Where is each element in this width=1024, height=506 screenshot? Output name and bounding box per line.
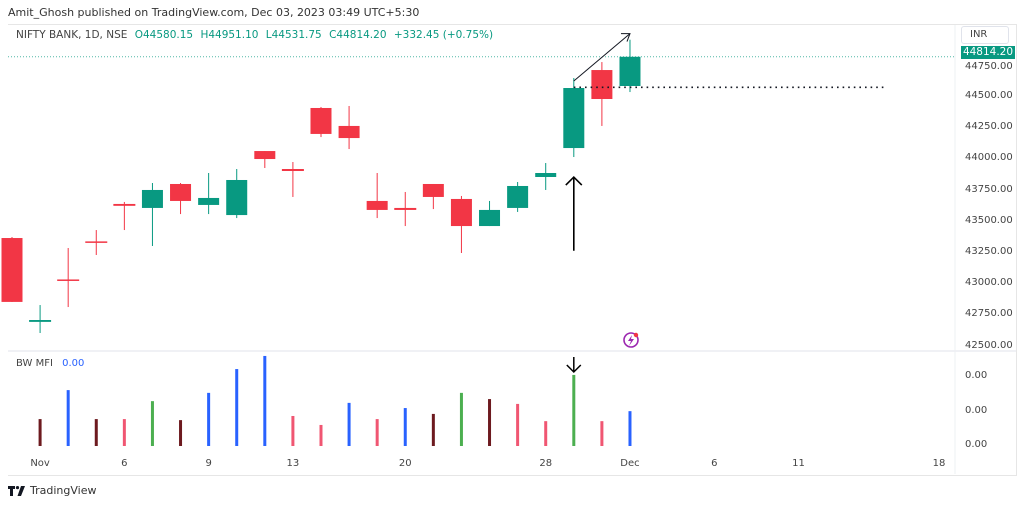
mfi-bar-2023-11-16 [347,402,351,446]
price-axis-label: 44750.00 [965,61,1013,72]
mfi-bar-2023-11-29 [572,374,576,446]
time-axis-label: 11 [792,458,805,469]
tradingview-brand[interactable]: TradingView [8,484,96,497]
lightning-bolt [628,335,634,346]
candle-2023-11-13[interactable] [281,169,304,172]
time-axis-label: 6 [711,458,718,469]
mfi-bar-2023-11-01 [38,419,42,446]
brand-name: TradingView [30,484,97,497]
mfi-bar-2023-11-20 [403,408,407,446]
price-axis-label: 43500.00 [965,214,1013,226]
candle-2023-11-10[interactable] [226,179,248,216]
tradingview-logo-icon [8,485,25,496]
lightning-icon[interactable] [623,332,639,348]
indicator-name[interactable]: BW MFI [16,358,53,369]
mfi-bar-2023-11-02 [66,390,70,446]
mfi-axis-label: 0.00 [965,439,988,450]
indicator-legend: BW MFI 0.00 [16,358,84,369]
mfi-bar-2023-11-12 [263,355,267,446]
mfi-bar-2023-11-09 [207,392,211,446]
arrow-down-head [566,364,582,374]
candle-2023-11-30[interactable] [591,70,613,99]
mfi-bar-2023-11-30 [600,421,604,446]
time-axis-label: 13 [286,458,300,469]
mfi-bar-2023-11-22 [459,392,463,446]
symbol-legend: NIFTY BANK, 1D, NSE O44580.15 H44951.10 … [16,29,493,41]
notification-dot [633,332,639,338]
candle-2023-11-09[interactable] [198,197,220,205]
candle-2023-11-07[interactable] [141,189,163,208]
open-value: O44580.15 [134,29,194,41]
time-axis-label: 20 [398,458,412,469]
price-axis-label: 43750.00 [965,183,1013,195]
mfi-bar-2023-11-13 [291,415,295,446]
price-axis-label: 44500.00 [965,90,1013,101]
mfi-bar-2023-11-08 [179,420,183,446]
mfi-bar-2023-11-23 [488,399,492,446]
candle-2023-11-28[interactable] [535,173,557,177]
mfi-bar-2023-11-28 [544,421,548,446]
candle-2023-11-24[interactable] [507,185,529,208]
indicator-value: 0.00 [62,358,85,369]
last-price-label: 44814.20 [961,46,1015,59]
trend-arrowhead [620,33,631,42]
time-axis-label: Dec [620,458,640,469]
mfi-bar-2023-11-24 [516,403,520,446]
price-axis-label: 44000.00 [965,152,1013,164]
mfi-axis-label: 0.00 [965,370,988,381]
price-axis-label: 42500.00 [965,339,1013,351]
candle-2023-11-02[interactable] [57,279,80,281]
candle-2023-11-01[interactable] [29,320,52,322]
candle-2023-11-16[interactable] [338,125,360,139]
low-value: L44531.75 [265,29,322,41]
candle-2023-11-12[interactable] [254,151,276,160]
symbol-name[interactable]: NIFTY BANK, 1D, NSE [16,29,128,41]
mfi-bar-2023-11-17 [375,419,379,446]
candle-2023-11-15[interactable] [310,107,332,134]
candle-2023-11-08[interactable] [170,183,192,201]
mfi-bar-2023-12-01 [628,411,632,446]
candle-2023-11-20[interactable] [394,207,417,210]
chart-frame [8,24,1017,476]
candle-2023-11-22[interactable] [450,198,472,227]
time-axis-label: 9 [205,458,212,469]
publisher-caption: Amit_Ghosh published on TradingView.com,… [8,6,420,19]
candle-2023-11-03[interactable] [85,241,108,243]
price-axis-label: 43250.00 [965,246,1013,257]
mfi-bar-2023-11-21 [431,413,435,446]
mfi-bar-2023-11-15 [319,424,323,446]
price-axis-label: 42750.00 [965,308,1013,320]
candle-2023-11-21[interactable] [422,183,444,197]
mfi-bar-2023-11-03 [94,419,98,446]
mfi-bar-2023-11-10 [235,369,239,446]
time-axis-label: 28 [539,458,553,469]
candle-2023-11-06[interactable] [113,203,136,206]
currency-button[interactable]: INR [961,26,1009,44]
candle-2023-12-01[interactable] [619,56,641,86]
candle-2023-11-29[interactable] [563,88,585,149]
price-axis-label: 43000.00 [965,277,1013,289]
candle-2023-11-23[interactable] [479,209,501,227]
time-axis-label: Nov [30,458,50,469]
time-axis-label: 18 [932,458,946,469]
mfi-bar-2023-11-06 [122,419,126,446]
change-value: +332.45 (+0.75%) [393,29,494,41]
candle-2023-10-31[interactable] [1,238,23,302]
high-value: H44951.10 [200,29,259,41]
mfi-axis-label: 0.00 [965,404,988,416]
arrow-up-head [565,175,583,186]
price-axis-label: 44250.00 [965,121,1013,133]
mfi-bar-2023-11-07 [150,401,154,446]
candle-2023-11-17[interactable] [366,200,388,210]
time-axis-label: 6 [121,458,128,469]
trend-line-arrow[interactable] [573,33,631,82]
close-value: C44814.20 [329,29,387,41]
